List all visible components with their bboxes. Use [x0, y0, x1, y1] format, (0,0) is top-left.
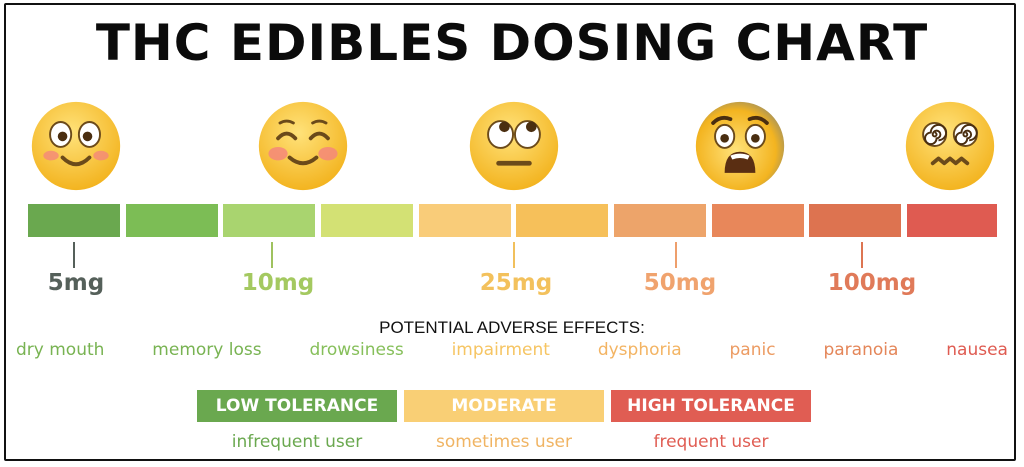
effect-item: impairment: [451, 340, 550, 360]
low-tolerance-caption: infrequent user: [231, 432, 363, 452]
dose-label-100mg: 100mg: [827, 270, 917, 296]
dose-tick: [861, 242, 863, 268]
dose-label-50mg: 50mg: [643, 270, 717, 296]
dose-label-10mg: 10mg: [241, 270, 315, 296]
high-tolerance-caption: frequent user: [653, 432, 769, 452]
effect-item: dysphoria: [597, 340, 682, 360]
effects-list: dry mouth memory loss drowsiness impairm…: [14, 340, 1010, 360]
scale-segment: [712, 204, 804, 237]
anguished-face-icon: [692, 98, 788, 194]
scale-segment: [28, 204, 120, 237]
effect-item: memory loss: [152, 340, 262, 360]
scale-segment: [809, 204, 901, 237]
dose-label-5mg: 5mg: [47, 270, 105, 296]
effect-item: panic: [729, 340, 776, 360]
face-with-rolling-eyes-icon: [466, 98, 562, 194]
effect-item: paranoia: [823, 340, 899, 360]
effect-item: dry mouth: [16, 340, 105, 360]
dose-tick: [73, 242, 75, 268]
scale-segment: [614, 204, 706, 237]
dose-tick: [513, 242, 515, 268]
dose-tick: [675, 242, 677, 268]
moderate-tolerance-badge: MODERATE TOLERANCE: [404, 390, 604, 448]
effect-item: drowsiness: [309, 340, 404, 360]
scale-segment: [126, 204, 218, 237]
effect-item: nausea: [946, 340, 1008, 360]
scale-segment: [419, 204, 511, 237]
page-title: THC EDIBLES DOSING CHART: [95, 14, 929, 72]
high-tolerance-badge: HIGH TOLERANCE: [611, 390, 811, 422]
moderate-tolerance-caption: sometimes user: [435, 432, 573, 452]
dose-tick: [271, 242, 273, 268]
dose-label-25mg: 25mg: [479, 270, 553, 296]
scale-segment: [516, 204, 608, 237]
dizzy-face-icon: [902, 98, 998, 194]
low-tolerance-badge: LOW TOLERANCE: [197, 390, 397, 422]
scale-segment: [907, 204, 997, 237]
effects-heading: POTENTIAL ADVERSE EFFECTS:: [379, 318, 645, 337]
blushing-face-icon: [255, 98, 351, 194]
scale-segment: [223, 204, 315, 237]
smiling-face-icon: [28, 98, 124, 194]
scale-segment: [321, 204, 413, 237]
